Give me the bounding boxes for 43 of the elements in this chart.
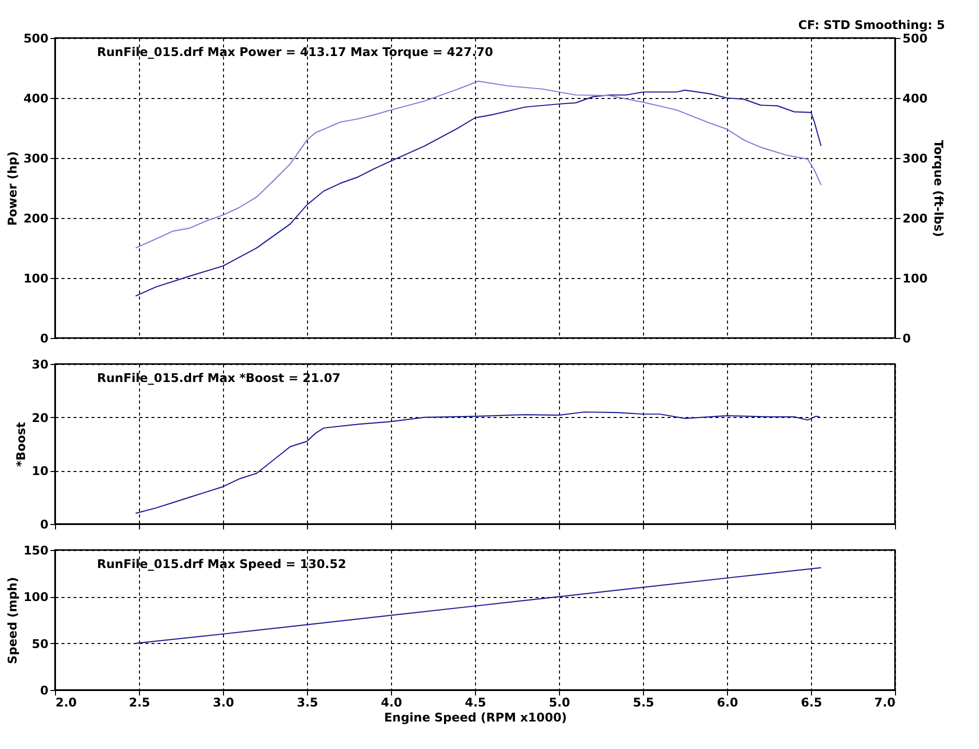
y-axis-title: Speed (mph) [5,577,20,664]
line-series [135,90,822,297]
y-tick-label: 100 [23,272,48,286]
y-tick-label: 20 [32,410,48,425]
y-tick-label: 400 [23,92,48,106]
y2-tick-label: 100 [902,272,928,286]
y-tick-label: 0 [40,332,48,346]
x-tick-label: 2.5 [128,696,150,710]
text: CF: STD Smoothing: 5 [798,18,945,32]
x-tick-label: 2.0 [56,696,77,710]
x-tick-label: 3.5 [296,696,318,710]
line-series [135,80,822,249]
annotation: RunFile_015.drf Max *Boost = 21.07 [97,371,341,385]
y-tick-label: 10 [32,464,48,478]
annotation: RunFile_015.drf Max Power = 413.17 Max Torque = 427.70 [97,45,494,59]
x-tick-label: 6.5 [800,696,822,710]
y2-tick-label: 200 [902,212,928,226]
x-tick-label: 4.5 [464,696,486,710]
annotation: RunFile_015.drf Max Speed = 130.52 [97,557,346,571]
x-tick-label: 6.0 [716,696,738,710]
y-tick-label: 0 [40,518,48,532]
x-tick-label: 5.5 [632,696,654,710]
y-tick-label: 300 [23,152,48,166]
y-tick-label: 200 [23,212,48,226]
y2-tick-label: 400 [902,92,928,106]
y-axis-title: Power (hp) [5,151,20,226]
y-tick-label: 50 [32,636,48,651]
x-tick-label: 3.0 [212,696,234,710]
y2-tick-label: 0 [902,332,911,346]
y-tick-label: 30 [32,358,48,372]
y-tick-label: 0 [40,684,48,698]
y2-tick-label: 300 [902,152,928,166]
y2-tick-label: 500 [902,32,928,46]
x-tick-label: 4.0 [380,696,402,710]
y-tick-label: 150 [23,544,48,558]
x-tick-label: 5.0 [548,696,570,710]
y2-axis-title: Torque (ft-lbs) [932,140,946,237]
y-tick-label: 500 [23,32,48,46]
x-axis-title: Engine Speed (RPM x1000) [384,710,567,724]
y-tick-label: 100 [23,590,48,604]
y-axis-title: *Boost [14,422,28,467]
line-series [135,411,820,514]
x-tick-label: 7.0 [874,696,896,710]
